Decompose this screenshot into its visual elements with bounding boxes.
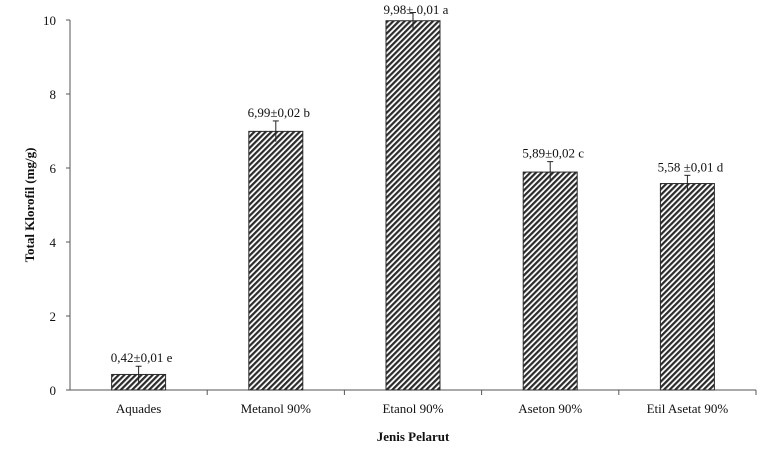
x-tick-label: Aseton 90% xyxy=(518,401,582,416)
data-label: 0,42±0,01 e xyxy=(111,350,173,365)
x-axis-title: Jenis Pelarut xyxy=(377,429,450,444)
x-tick-label: Aquades xyxy=(116,401,162,416)
y-tick-label: 6 xyxy=(50,161,57,176)
x-tick-label: Etanol 90% xyxy=(382,401,443,416)
y-tick-label: 0 xyxy=(50,383,57,398)
x-tick-label: Metanol 90% xyxy=(241,401,312,416)
plot-area: 0 2 4 6 8 10 0,42±0,01 e Aquades 6,99±0,02 b Meta… xyxy=(43,2,757,416)
bar xyxy=(659,183,715,391)
data-label: 5,89±0,02 c xyxy=(522,146,584,161)
y-tick-label: 4 xyxy=(50,235,57,250)
y-axis-title: Total Klorofil (mg/g) xyxy=(22,148,37,263)
data-label: 6,99±0,02 b xyxy=(248,105,310,120)
data-label: 9,98± 0,01 a xyxy=(384,2,449,17)
x-tick-label: Etil Asetat 90% xyxy=(647,401,729,416)
bar xyxy=(522,171,578,391)
y-tick-label: 10 xyxy=(43,13,56,28)
bar xyxy=(385,20,441,391)
y-tick-label: 2 xyxy=(50,309,57,324)
data-label: 5,58 ±0,01 d xyxy=(658,159,724,174)
bar xyxy=(248,130,304,391)
y-tick-label: 8 xyxy=(50,87,57,102)
